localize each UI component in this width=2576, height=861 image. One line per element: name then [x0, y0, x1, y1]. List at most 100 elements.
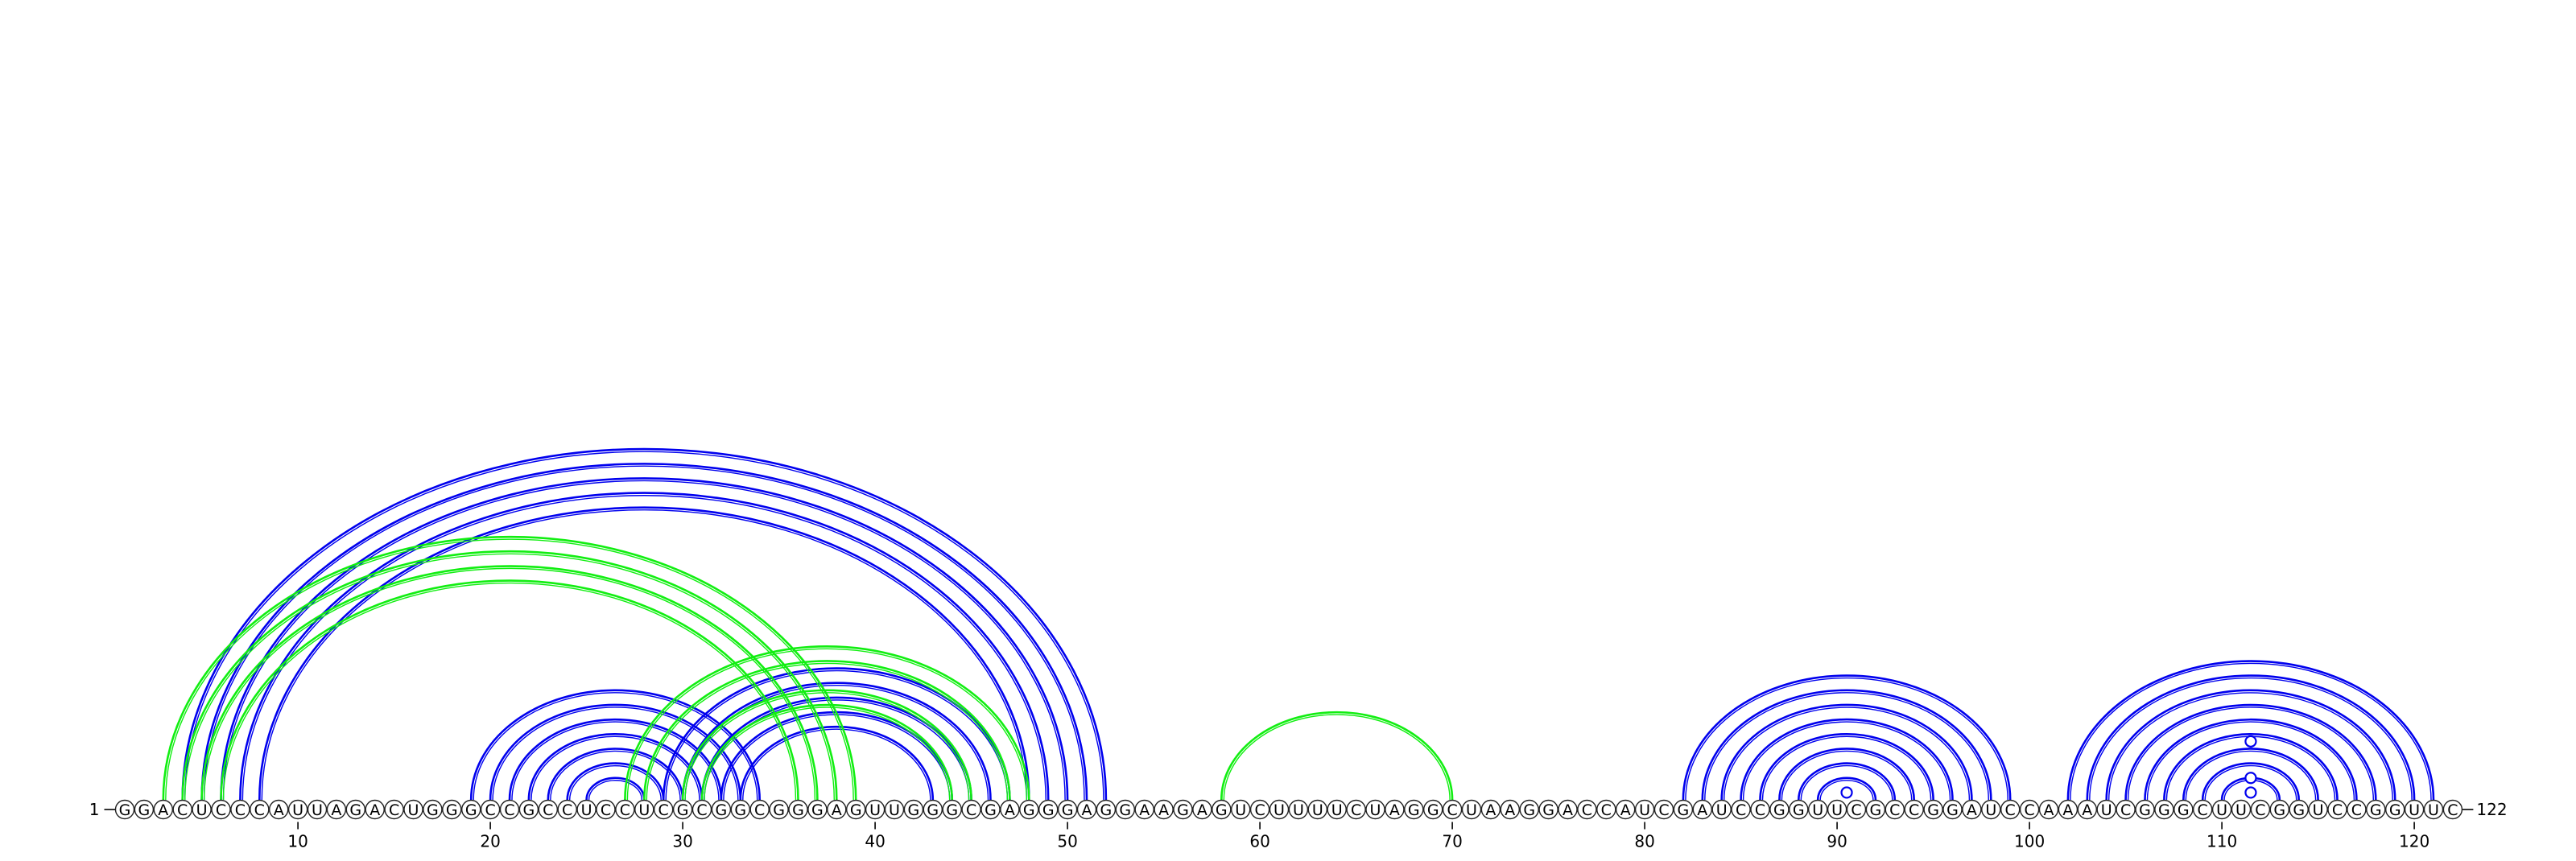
- nucleotide-letter: A: [2082, 801, 2092, 819]
- nucleotide-88: G: [1789, 799, 1809, 820]
- nucleotide-77: C: [1577, 799, 1597, 820]
- nucleotide-111: U: [2231, 799, 2252, 820]
- nucleotide-circle: [672, 799, 693, 820]
- nucleotide-105: C: [2116, 799, 2136, 820]
- arc-primary-86-95-inner: [1761, 735, 1932, 801]
- nucleotide-69: G: [1422, 799, 1443, 820]
- markers-layer: [1840, 735, 2257, 799]
- nucleotide-circle: [691, 799, 712, 820]
- nucleotide-8: C: [250, 799, 270, 820]
- nucleotide-87: G: [1769, 799, 1790, 820]
- nucleotide-letter: A: [2044, 801, 2054, 819]
- nucleotide-circle: [1461, 799, 1482, 820]
- nucleotide-1: G: [114, 799, 135, 820]
- nucleotide-circle: [2077, 799, 2098, 820]
- nucleotide-letter: U: [1331, 801, 1343, 819]
- nucleotide-letter: C: [1909, 801, 1919, 819]
- nucleotide-letter: G: [677, 801, 689, 819]
- nucleotide-circle: [365, 799, 385, 820]
- nucleotide-41: U: [884, 799, 905, 820]
- nucleotide-6: C: [211, 799, 231, 820]
- nucleotide-15: C: [384, 799, 404, 820]
- nucleotide-letter: G: [2158, 801, 2170, 819]
- nucleotide-letter: A: [832, 801, 842, 819]
- nucleotide-circle: [2000, 799, 2021, 820]
- nucleotide-circle: [269, 799, 289, 820]
- nucleotide-circle: [211, 799, 231, 820]
- nucleotide-19: G: [461, 799, 481, 820]
- nucleotide-letter: C: [1889, 801, 1900, 819]
- arc-primary-5-51: [200, 462, 1088, 801]
- nucleotide-43: G: [923, 799, 943, 820]
- nucleotide-letter: C: [620, 801, 630, 819]
- nucleotide-5: U: [192, 799, 212, 820]
- nucleotide-circle: [1038, 799, 1059, 820]
- nucleotide-circle: [2327, 799, 2347, 820]
- arc-secondary-30-45-inner: [684, 692, 970, 801]
- nucleotide-letter: C: [2120, 801, 2131, 819]
- nucleotide-89: U: [1807, 799, 1828, 820]
- nucleotide-letter: A: [1697, 801, 1707, 819]
- nucleotide-47: A: [1000, 799, 1020, 820]
- nucleotide-60: C: [1249, 799, 1270, 820]
- nucleotide-circle: [345, 799, 365, 820]
- nucleotide-25: U: [576, 799, 597, 820]
- nucleotide-circle: [1942, 799, 1963, 820]
- nucleotide-letter: C: [562, 801, 572, 819]
- arc-primary-84-97: [1720, 703, 1973, 801]
- nucleotide-circle: [615, 799, 635, 820]
- nucleotide-48: G: [1019, 799, 1039, 820]
- arc-primary-20-33-inner: [492, 707, 739, 801]
- nucleotide-103: A: [2077, 799, 2098, 820]
- nucleotide-letter: U: [1639, 801, 1650, 819]
- tick-label: 40: [865, 832, 885, 851]
- arc-primary-22-31-inner: [530, 735, 700, 801]
- nucleotide-circle: [2192, 799, 2213, 820]
- arc-primary-8-48: [258, 506, 1030, 801]
- nucleotide-letter: G: [1177, 801, 1189, 819]
- nucleotide-letter: A: [331, 801, 341, 819]
- nucleotide-letter: C: [2255, 801, 2265, 819]
- arc-primary-102-121: [2066, 660, 2435, 801]
- nucleotide-91: C: [1846, 799, 1867, 820]
- arc-primary-109-114-inner: [2204, 764, 2297, 801]
- arc-secondary-58-70: [1220, 711, 1454, 801]
- nucleotide-letter: A: [1139, 801, 1150, 819]
- nucleotide-circle: [153, 799, 174, 820]
- tick-20: 20: [480, 822, 501, 851]
- nucleotide-letter: C: [235, 801, 246, 819]
- nucleotide-50: G: [1057, 799, 1078, 820]
- arc-primary-29-47: [662, 667, 1011, 801]
- nucleotide-circle: [1019, 799, 1039, 820]
- nucleotide-circle: [1885, 799, 1905, 820]
- nucleotide-letter: U: [196, 801, 208, 819]
- arc-primary-108-115: [2182, 748, 2319, 801]
- nucleotide-2: G: [134, 799, 155, 820]
- nucleotide-letter: G: [1216, 801, 1228, 819]
- nucleotide-circle: [423, 799, 443, 820]
- nucleotide-84: U: [1711, 799, 1732, 820]
- arc-primary-7-49-inner: [242, 494, 1046, 801]
- nucleotide-16: U: [403, 799, 423, 820]
- position-ticks-layer: 10 20 30 40 50 60 70 80 90 100 110 120: [287, 822, 2429, 851]
- nucleotide-28: U: [634, 799, 654, 820]
- nucleotide-24: C: [557, 799, 577, 820]
- arc-primary-102-121-inner: [2070, 662, 2432, 801]
- tick-label: 60: [1249, 832, 1269, 851]
- nucleotide-circle: [250, 799, 270, 820]
- nucleotide-49: G: [1038, 799, 1059, 820]
- nucleotide-letter: G: [2273, 801, 2285, 819]
- nucleotide-45: C: [961, 799, 981, 820]
- nucleotide-31: C: [691, 799, 712, 820]
- nucleotide-circle: [1577, 799, 1597, 820]
- nucleotide-circle: [2038, 799, 2059, 820]
- nucleotide-circle: [1807, 799, 1828, 820]
- nucleotide-letter: G: [908, 801, 920, 819]
- nucleotide-circle: [1307, 799, 1328, 820]
- nucleotide-85: C: [1731, 799, 1751, 820]
- nucleotide-34: C: [749, 799, 770, 820]
- arc-primary-33-43: [739, 725, 935, 801]
- nucleotide-86: C: [1750, 799, 1770, 820]
- nucleotide-letter: C: [177, 801, 188, 819]
